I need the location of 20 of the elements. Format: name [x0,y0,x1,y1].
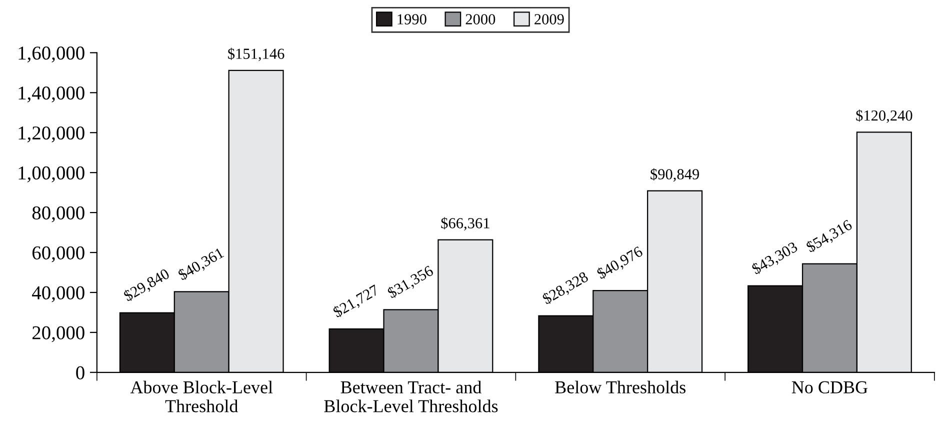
y-tick-label: 1,00,000 [18,166,84,182]
x-tick-label: Below Thresholds [555,380,686,394]
data-label: $90,849 [650,168,699,182]
y-tick-label: 1,20,000 [18,126,84,142]
data-label: $151,146 [228,48,284,62]
y-tick-label: 0 [76,366,84,380]
y-tick-label: 60,000 [32,246,84,262]
x-tick-label: Between Tract- and Block-Level Thresholds [324,380,498,412]
x-tick-label: No CDBG [792,381,868,394]
y-tick-label: 80,000 [32,206,84,222]
legend-label: 2000 [466,14,496,24]
legend-label: 2009 [534,14,564,24]
data-label: $66,361 [441,217,490,231]
data-label: $120,240 [856,109,912,123]
y-tick-label: 40,000 [32,286,84,302]
y-tick-label: 20,000 [32,326,84,342]
legend-label: 1990 [398,14,426,24]
y-tick-label: 1,40,000 [18,86,84,102]
x-tick-label: Above Block-Level Threshold [130,380,273,412]
y-tick-label: 1,60,000 [18,46,84,62]
